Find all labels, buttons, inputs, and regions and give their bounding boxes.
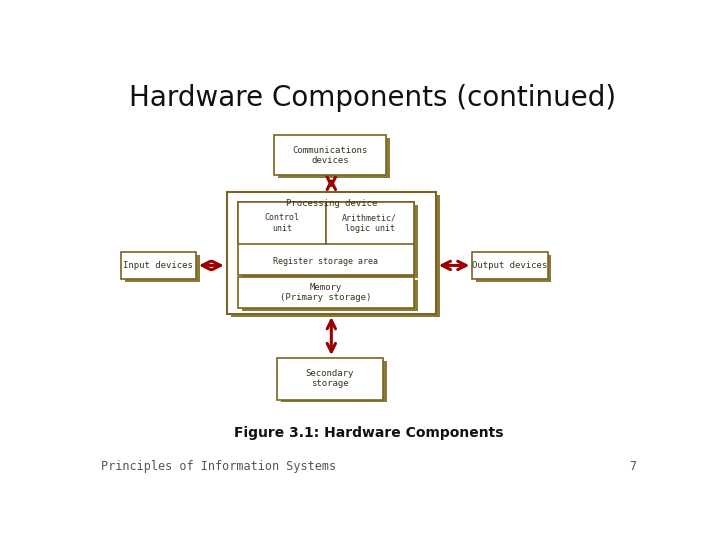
FancyBboxPatch shape — [242, 205, 418, 278]
Text: Arithmetic/
logic unit: Arithmetic/ logic unit — [342, 213, 397, 233]
FancyBboxPatch shape — [325, 202, 413, 244]
Text: Control
unit: Control unit — [264, 213, 300, 233]
Text: Principles of Information Systems: Principles of Information Systems — [101, 460, 336, 473]
Text: Output devices: Output devices — [472, 261, 547, 270]
Text: Secondary
storage: Secondary storage — [306, 369, 354, 388]
Text: Processing device: Processing device — [286, 199, 377, 208]
Text: Register storage area: Register storage area — [274, 257, 378, 266]
FancyBboxPatch shape — [277, 358, 383, 400]
FancyBboxPatch shape — [121, 252, 196, 279]
Text: Communications
devices: Communications devices — [292, 146, 368, 165]
FancyBboxPatch shape — [238, 202, 325, 244]
FancyBboxPatch shape — [278, 138, 390, 178]
FancyBboxPatch shape — [476, 255, 552, 282]
Text: Memory
(Primary storage): Memory (Primary storage) — [280, 283, 372, 302]
Text: 7: 7 — [630, 460, 637, 473]
FancyBboxPatch shape — [238, 277, 414, 308]
FancyBboxPatch shape — [238, 202, 414, 275]
FancyBboxPatch shape — [281, 361, 387, 402]
FancyBboxPatch shape — [472, 252, 548, 279]
FancyBboxPatch shape — [230, 194, 440, 317]
Text: Figure 3.1: Hardware Components: Figure 3.1: Hardware Components — [234, 426, 504, 440]
Text: Hardware Components (continued): Hardware Components (continued) — [129, 84, 616, 112]
FancyBboxPatch shape — [227, 192, 436, 314]
FancyBboxPatch shape — [242, 280, 418, 311]
Text: Input devices: Input devices — [123, 261, 193, 270]
FancyBboxPatch shape — [274, 136, 386, 175]
FancyBboxPatch shape — [125, 255, 200, 282]
